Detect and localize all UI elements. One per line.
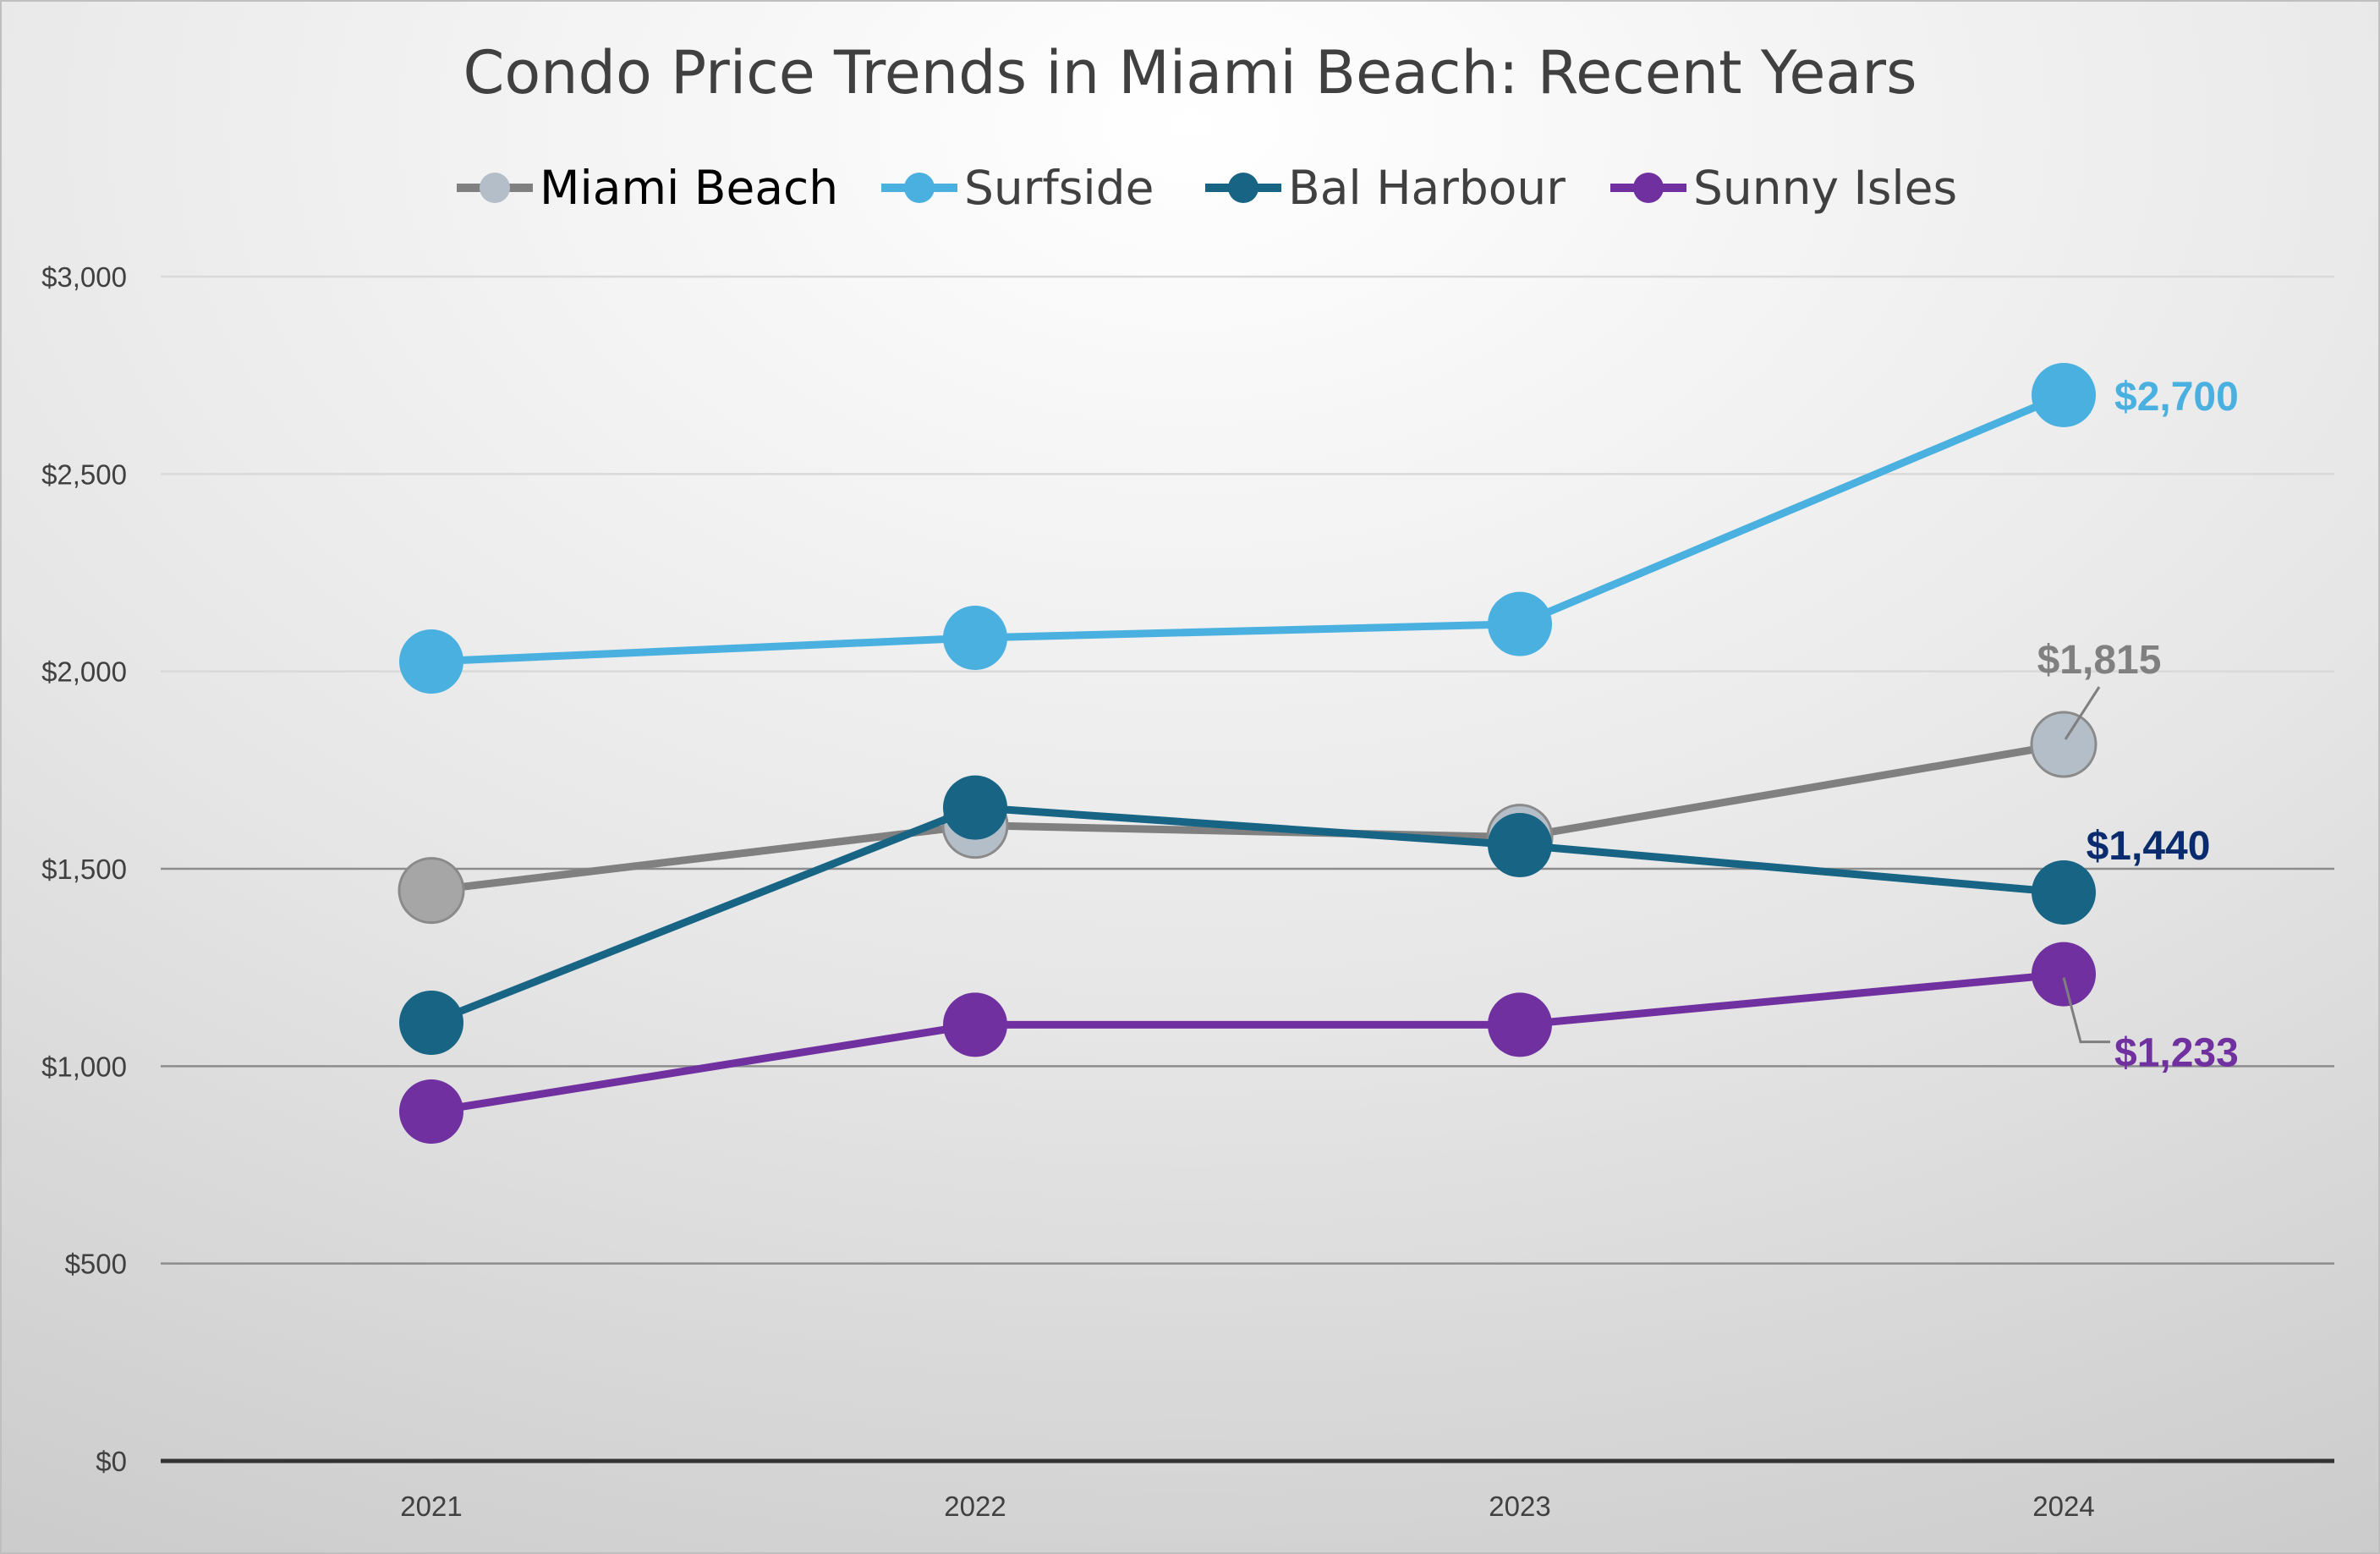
y-tick-label: $500: [65, 1249, 127, 1280]
series-line: [430, 391, 2065, 666]
data-point-2024: [2032, 860, 2096, 925]
legend-item-bal-harbour: Bal Harbour: [1205, 161, 1566, 215]
legend-label: Sunny Isles: [1693, 161, 1957, 215]
data-point-2023: [1488, 992, 1552, 1057]
series-line: [430, 804, 2065, 1027]
x-tick-label: 2023: [1489, 1491, 1550, 1522]
y-axis: $0 $500 $1,000 $1,500 $2,000 $2,500 $3,000: [41, 261, 127, 1477]
data-label-surfside: $2,700: [2114, 375, 2239, 420]
data-labels: $2,700 $1,815 $1,440 $1,233: [2037, 375, 2239, 1076]
y-tick-label: $3,000: [41, 261, 127, 293]
y-tick-label: $2,500: [41, 459, 127, 490]
x-axis: 2021 2022 2023 2024: [161, 1458, 2334, 1522]
y-tick-label: $1,000: [41, 1051, 127, 1082]
series-line: [430, 740, 2065, 895]
legend-item-miami-beach: Miami Beach: [457, 161, 838, 215]
data-point-2024: [2032, 363, 2096, 427]
legend-item-sunny-isles: Sunny Isles: [1610, 161, 1957, 215]
legend-marker: [1633, 173, 1664, 203]
data-point-2022: [943, 992, 1007, 1057]
leader-line: [2064, 686, 2101, 740]
data-label-bal-harbour: $1,440: [2087, 824, 2211, 869]
series-line: [430, 970, 2065, 1116]
legend-label: Miami Beach: [540, 161, 838, 215]
data-label-miami-beach: $1,815: [2037, 638, 2162, 683]
series-bal-harbour: [399, 775, 2096, 1055]
y-tick-label: $1,500: [41, 854, 127, 885]
leader-line: [2062, 977, 2110, 1044]
legend-label: Surfside: [964, 161, 1154, 215]
data-point-2022: [943, 775, 1007, 840]
legend-label: Bal Harbour: [1288, 161, 1566, 215]
y-tick-label: $2,000: [41, 656, 127, 688]
data-point-2021: [399, 629, 463, 694]
y-tick-label: $0: [96, 1446, 127, 1477]
x-tick-label: 2022: [944, 1491, 1006, 1522]
data-point-2023: [1488, 591, 1552, 656]
data-label-sunny-isles: $1,233: [2114, 1031, 2239, 1076]
series-layer: [398, 363, 2098, 1144]
x-tick-label: 2021: [400, 1491, 462, 1522]
legend: Miami Beach Surfside Bal Harbour Sunny Isle…: [457, 161, 1957, 215]
chart-title: Condo Price Trends in Miami Beach: Recen…: [463, 38, 1917, 107]
gridlines: [161, 275, 2334, 1265]
series-sunny-isles: [399, 942, 2096, 1144]
data-point-2021: [398, 857, 465, 925]
data-point-2021: [399, 1079, 463, 1144]
data-point-2021: [399, 991, 463, 1055]
data-point-2024: [2032, 942, 2096, 1007]
data-point-2022: [943, 606, 1007, 670]
series-surfside: [399, 363, 2096, 694]
legend-marker: [480, 173, 510, 203]
data-point-2023: [1488, 813, 1552, 877]
data-point-2024: [2030, 711, 2098, 778]
legend-marker: [1228, 173, 1259, 203]
x-tick-label: 2024: [2032, 1491, 2094, 1522]
legend-marker: [904, 173, 935, 203]
legend-item-surfside: Surfside: [881, 161, 1154, 215]
